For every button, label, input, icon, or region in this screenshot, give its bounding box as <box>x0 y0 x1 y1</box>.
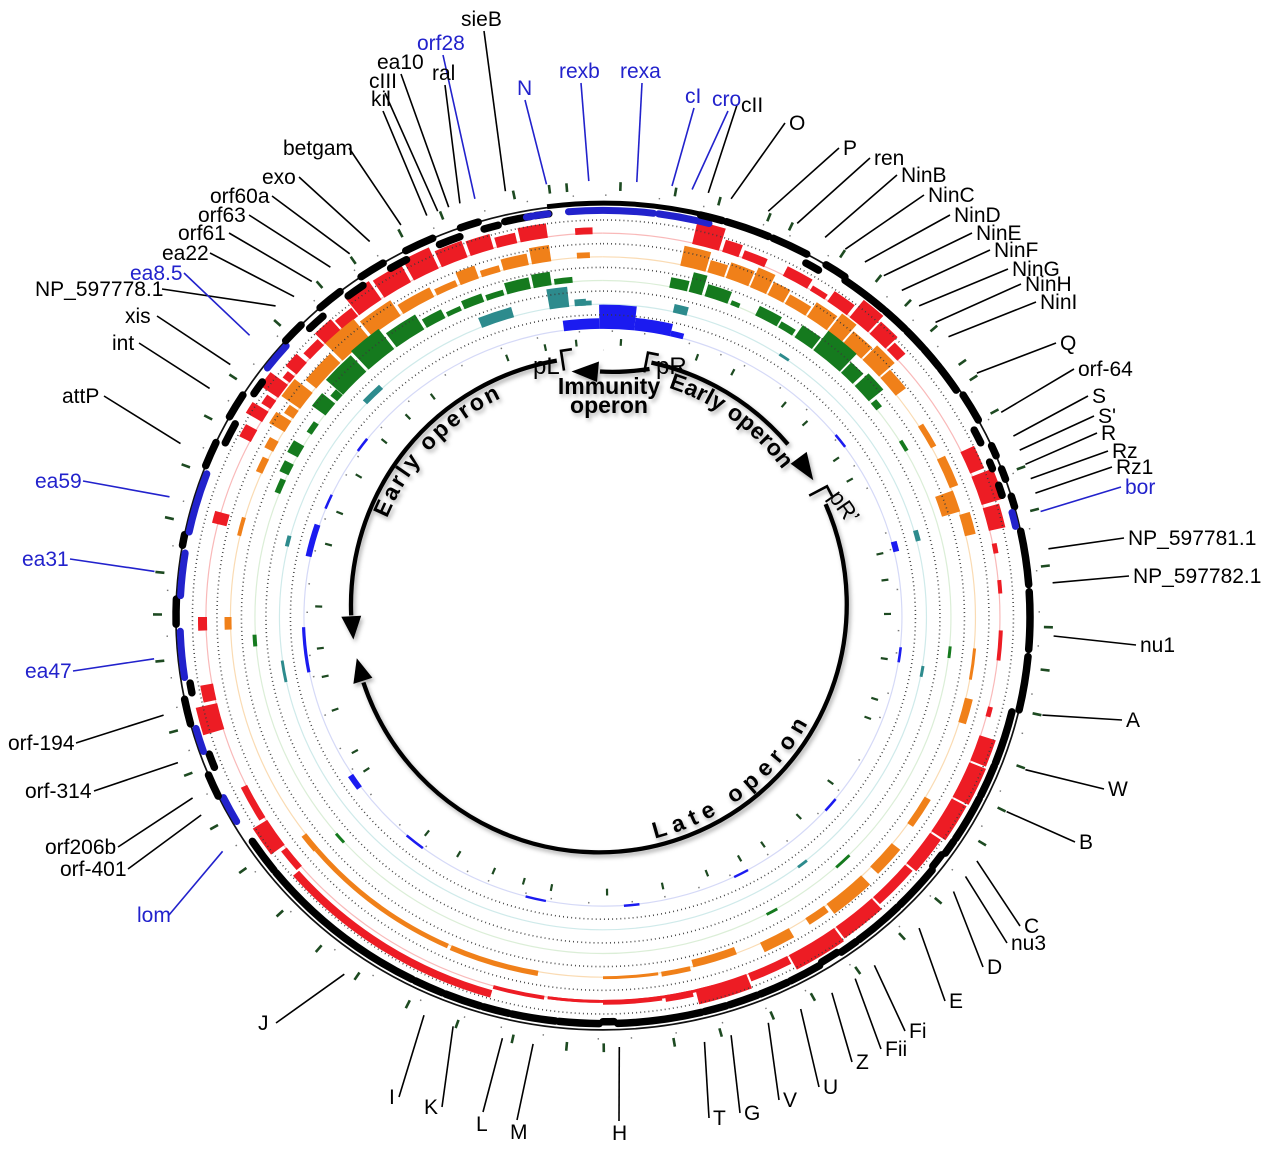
svg-text:rexa: rexa <box>620 60 661 83</box>
svg-text:O: O <box>789 112 805 135</box>
svg-text:cI: cI <box>685 85 701 108</box>
svg-text:ea31: ea31 <box>22 548 69 571</box>
svg-text:L: L <box>476 1113 488 1136</box>
svg-text:NP_597781.1: NP_597781.1 <box>1128 527 1256 550</box>
svg-text:int: int <box>112 332 134 355</box>
svg-text:orf-64: orf-64 <box>1078 358 1133 381</box>
svg-text:attP: attP <box>62 385 99 408</box>
svg-text:xis: xis <box>125 305 151 328</box>
svg-text:bor: bor <box>1125 476 1155 499</box>
svg-text:lom: lom <box>137 904 171 927</box>
svg-text:orf-401: orf-401 <box>60 858 127 881</box>
svg-text:cII: cII <box>741 94 763 117</box>
svg-text:W: W <box>1108 778 1128 801</box>
svg-text:ral: ral <box>432 62 455 85</box>
svg-text:ea47: ea47 <box>25 660 72 683</box>
svg-text:exo: exo <box>262 166 296 189</box>
svg-text:orf-194: orf-194 <box>8 732 75 755</box>
svg-text:rexb: rexb <box>559 60 600 83</box>
svg-text:NinI: NinI <box>1040 291 1077 314</box>
svg-text:cro: cro <box>712 88 741 111</box>
svg-text:E: E <box>949 990 963 1013</box>
svg-text:NP_597782.1: NP_597782.1 <box>1133 565 1261 588</box>
svg-text:orf-314: orf-314 <box>25 780 92 803</box>
svg-text:pL: pL <box>533 353 560 380</box>
svg-text:Q: Q <box>1060 332 1076 355</box>
svg-text:N: N <box>517 77 532 100</box>
svg-text:I: I <box>389 1086 395 1109</box>
svg-text:orf60a: orf60a <box>210 185 270 208</box>
svg-text:P: P <box>843 137 857 160</box>
svg-text:nu1: nu1 <box>1140 634 1175 657</box>
svg-text:Fii: Fii <box>885 1038 907 1061</box>
svg-text:ea59: ea59 <box>35 470 82 493</box>
svg-text:kil: kil <box>371 88 391 111</box>
svg-text:ea8.5: ea8.5 <box>130 262 183 285</box>
svg-text:nu3: nu3 <box>1011 932 1046 955</box>
svg-text:Fi: Fi <box>909 1020 927 1043</box>
svg-text:J: J <box>258 1012 269 1035</box>
svg-text:T: T <box>713 1107 726 1130</box>
svg-text:M: M <box>510 1121 528 1144</box>
svg-text:H: H <box>612 1122 627 1145</box>
svg-text:ren: ren <box>874 147 904 170</box>
svg-text:A: A <box>1126 709 1140 732</box>
svg-text:K: K <box>424 1096 438 1119</box>
svg-text:orf28: orf28 <box>417 32 465 55</box>
svg-text:orf206b: orf206b <box>45 836 116 859</box>
svg-text:betgam: betgam <box>283 137 353 160</box>
svg-text:Z: Z <box>856 1051 869 1074</box>
svg-text:G: G <box>744 1102 760 1125</box>
svg-text:V: V <box>783 1089 797 1112</box>
svg-text:ea22: ea22 <box>162 242 209 265</box>
svg-text:U: U <box>823 1076 838 1099</box>
svg-text:sieB: sieB <box>461 8 502 31</box>
svg-text:operon: operon <box>570 392 648 418</box>
svg-text:D: D <box>987 956 1002 979</box>
svg-text:B: B <box>1079 831 1093 854</box>
